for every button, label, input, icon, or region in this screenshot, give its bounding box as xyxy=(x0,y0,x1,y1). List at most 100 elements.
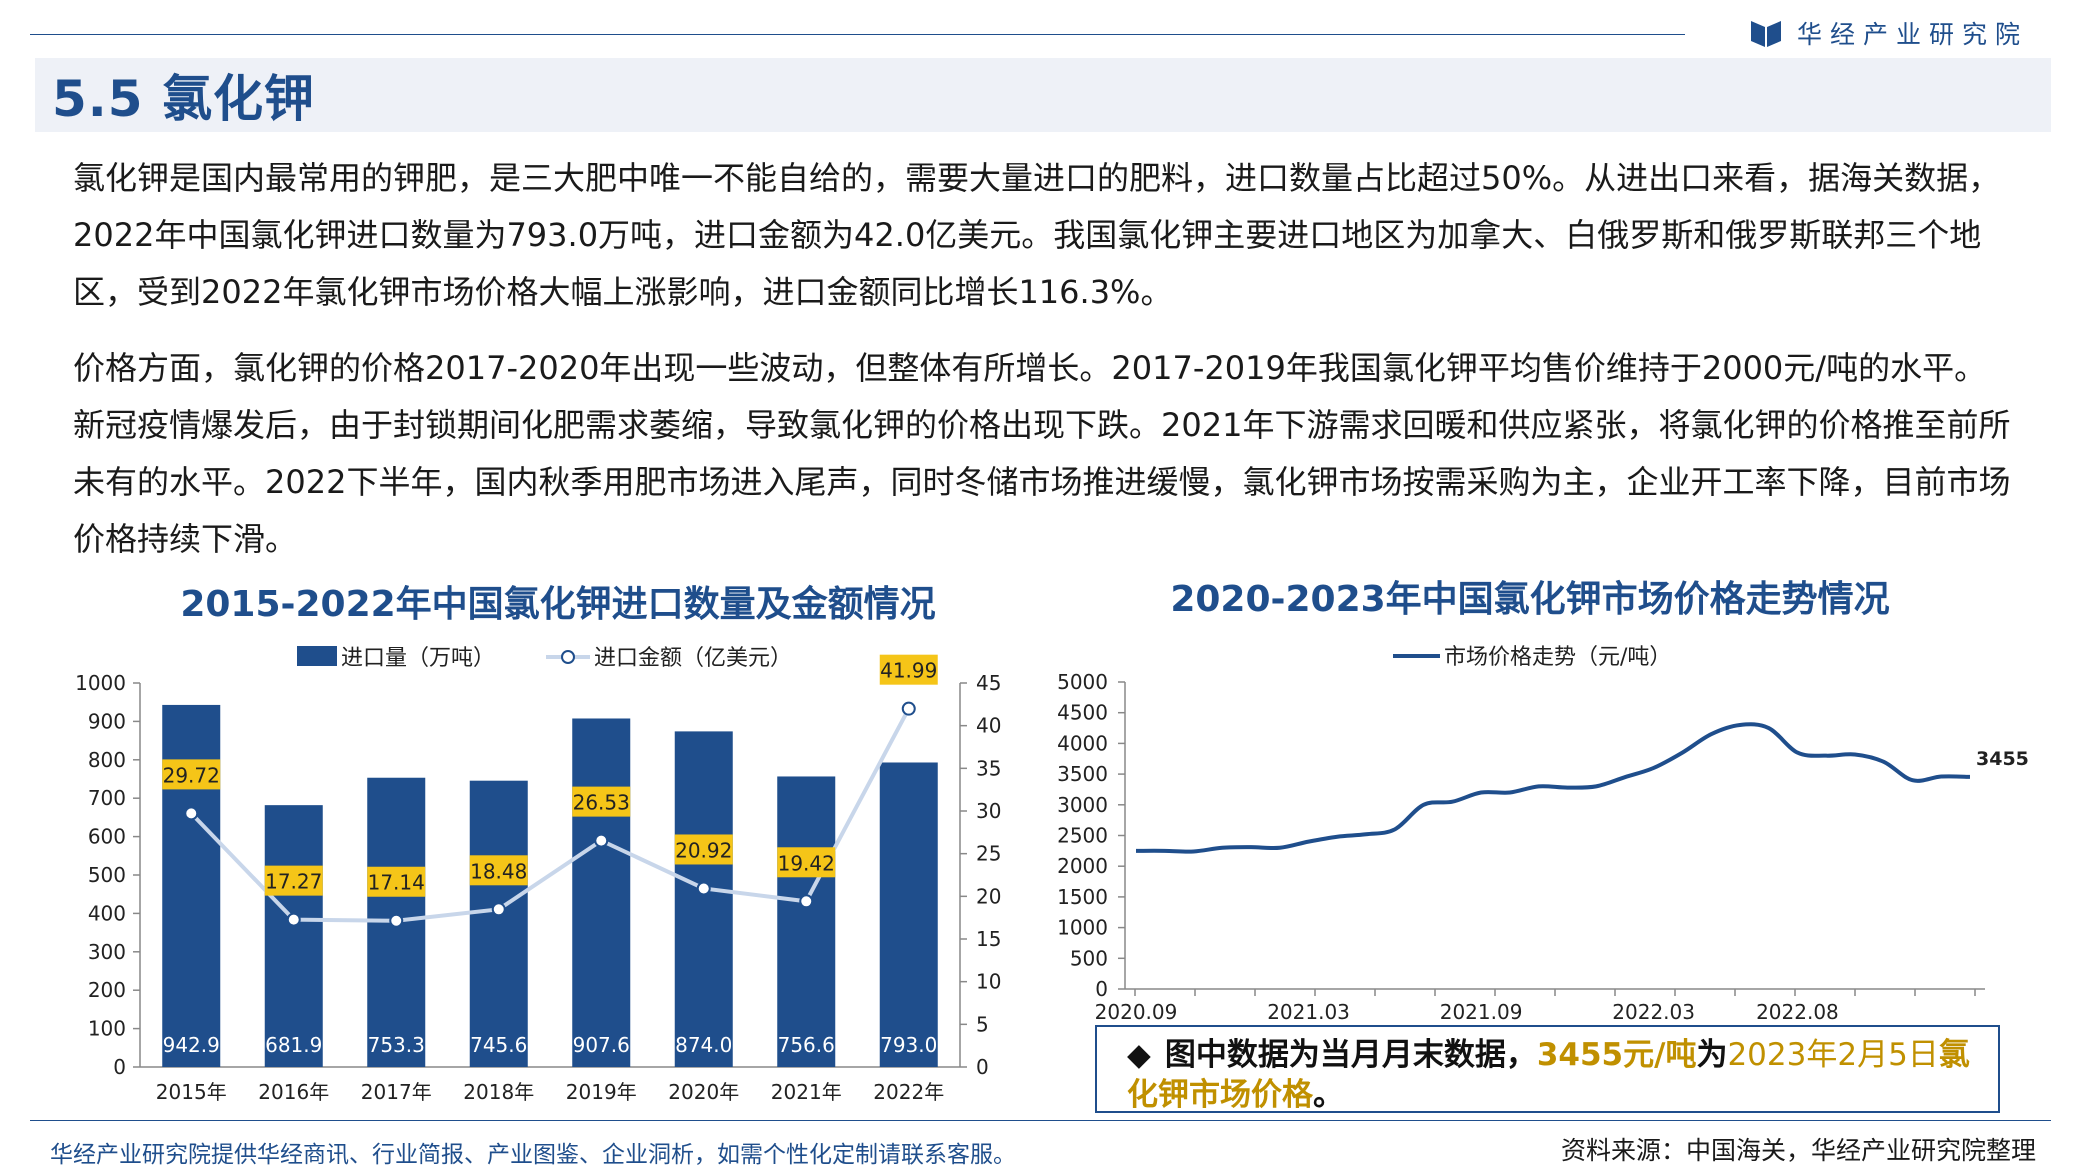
note-price: 3455元/吨 xyxy=(1536,1037,1697,1073)
y2-tick-label: 15 xyxy=(976,927,1001,951)
line-value-label-bg xyxy=(264,865,323,896)
top-divider xyxy=(30,34,1685,35)
line-point xyxy=(696,881,711,896)
legend-bar-label: 进口量（万吨） xyxy=(341,646,495,671)
legend-line-label: 进口金额（亿美元） xyxy=(594,646,792,671)
line-value-label-bg xyxy=(162,759,221,790)
bar-value-label: 907.6 xyxy=(573,1033,630,1057)
y-tick-label: 500 xyxy=(88,863,126,887)
data-note-box: ◆ 图中数据为当月月末数据，3455元/吨为2023年2月5日氯化钾市场价格。 xyxy=(1095,1025,2000,1113)
x-tick-label: 2018年 xyxy=(463,1080,534,1104)
y-tick-label: 300 xyxy=(88,940,126,964)
section-title: 5.5 氯化钾 xyxy=(52,70,315,128)
x-tick-label: 2019年 xyxy=(566,1080,637,1104)
section-header: 5.5 氯化钾 xyxy=(35,58,2051,132)
x-tick-label: 2022.08 xyxy=(1756,1000,1839,1024)
price-paragraph: 价格方面，氯化钾的价格2017-2020年出现一些波动，但整体有所增长。2017… xyxy=(73,349,2011,558)
y2-tick-label: 20 xyxy=(976,884,1001,908)
x-tick-label: 2017年 xyxy=(361,1080,432,1104)
note-text-d: 。 xyxy=(1313,1077,1344,1113)
y-tick-label: 1000 xyxy=(1057,916,1108,940)
bar-value-label: 874.0 xyxy=(675,1033,732,1057)
y2-tick-label: 30 xyxy=(976,799,1001,823)
y2-tick-label: 25 xyxy=(976,842,1001,866)
bar-value-label: 745.6 xyxy=(470,1033,527,1057)
bar-value-label: 753.3 xyxy=(368,1033,425,1057)
x-tick-label: 2022.03 xyxy=(1612,1000,1695,1024)
y-tick-label: 3500 xyxy=(1057,762,1108,786)
y2-tick-label: 0 xyxy=(976,1055,989,1079)
import-volume-bar xyxy=(777,776,836,1067)
line-value-label: 26.53 xyxy=(573,791,630,815)
line-value-label-bg xyxy=(469,855,528,886)
line-point xyxy=(389,913,404,928)
line-value-label: 17.14 xyxy=(368,871,425,895)
import-volume-bar xyxy=(674,731,733,1067)
y2-tick-label: 45 xyxy=(976,671,1001,695)
intro-paragraph: 氯化钾是国内最常用的钾肥，是三大肥中唯一不能自给的，需要大量进口的肥料，进口数量… xyxy=(73,159,2001,311)
note-date: 2023年2月5日 xyxy=(1727,1037,1939,1073)
import-volume-bar xyxy=(572,718,631,1067)
line-point xyxy=(799,894,814,909)
line-value-label: 29.72 xyxy=(163,763,220,787)
bar-value-label: 756.6 xyxy=(778,1033,835,1057)
bar-value-label: 681.9 xyxy=(265,1033,322,1057)
line-value-label: 18.48 xyxy=(470,859,527,883)
end-value-label: 3455 xyxy=(1976,748,2029,770)
x-tick-label: 2021年 xyxy=(771,1080,842,1104)
x-tick-label: 2020年 xyxy=(668,1080,739,1104)
line-value-label: 17.27 xyxy=(265,870,322,894)
x-tick-label: 2022年 xyxy=(873,1080,944,1104)
price-chart-title: 2020-2023年中国氯化钾市场价格走势情况 xyxy=(1170,579,1890,620)
y2-tick-label: 5 xyxy=(976,1012,989,1036)
note-text-c: 氯化钾市场价格 xyxy=(1127,1037,1970,1113)
bar-value-label: 793.0 xyxy=(880,1033,937,1057)
y-tick-label: 500 xyxy=(1070,946,1108,970)
line-point xyxy=(901,701,916,716)
line-value-label: 20.92 xyxy=(675,838,732,862)
bar-value-label: 942.9 xyxy=(163,1033,220,1057)
y-tick-label: 100 xyxy=(88,1017,126,1041)
line-point xyxy=(594,833,609,848)
y-tick-label: 800 xyxy=(88,748,126,772)
y-tick-label: 700 xyxy=(88,786,126,810)
import-volume-bar xyxy=(469,780,528,1067)
line-value-label-bg xyxy=(367,866,426,897)
bottom-divider xyxy=(30,1120,2051,1121)
market-price-line xyxy=(1135,722,1971,854)
brand-name: 华经产业研究院 xyxy=(1796,20,2028,49)
y-tick-label: 900 xyxy=(88,709,126,733)
y-tick-label: 4000 xyxy=(1057,731,1108,755)
x-tick-label: 2016年 xyxy=(258,1080,329,1104)
note-bullet-icon: ◆ xyxy=(1127,1037,1151,1073)
line-value-label: 41.99 xyxy=(880,659,937,683)
line-point xyxy=(184,806,199,821)
y-tick-label: 600 xyxy=(88,825,126,849)
x-tick-label: 2021.09 xyxy=(1440,1000,1523,1024)
note-text-a: 图中数据为当月月末数据， xyxy=(1164,1037,1537,1073)
import-volume-bar xyxy=(879,762,938,1067)
x-tick-label: 2015年 xyxy=(156,1080,227,1104)
y-tick-label: 0 xyxy=(113,1055,126,1079)
y-tick-label: 3000 xyxy=(1057,793,1108,817)
y-tick-label: 5000 xyxy=(1057,670,1108,694)
line-point xyxy=(491,902,506,917)
line-value-label-bg xyxy=(572,786,631,817)
x-tick-label: 2021.03 xyxy=(1267,1000,1350,1024)
line-point xyxy=(286,912,301,927)
y-tick-label: 0 xyxy=(1095,977,1108,1001)
y-tick-label: 2000 xyxy=(1057,854,1108,878)
legend-line-label: 市场价格走势（元/吨） xyxy=(1444,645,1671,670)
y-tick-label: 2500 xyxy=(1057,824,1108,848)
note-text-b: 为 xyxy=(1696,1037,1728,1073)
y-tick-label: 4500 xyxy=(1057,701,1108,725)
brand-header: 华经产业研究院 xyxy=(1750,15,2028,51)
line-value-label-bg xyxy=(674,834,733,865)
x-tick-label: 2020.09 xyxy=(1095,1000,1178,1024)
y2-tick-label: 10 xyxy=(976,970,1001,994)
y-tick-label: 1000 xyxy=(75,671,126,695)
import-chart-title: 2015-2022年中国氯化钾进口数量及金额情况 xyxy=(180,584,936,625)
footer-promo: 华经产业研究院提供华经商讯、行业简报、产业图鉴、企业洞析，如需个性化定制请联系客… xyxy=(50,1142,1016,1168)
line-value-label-bg xyxy=(777,847,836,878)
